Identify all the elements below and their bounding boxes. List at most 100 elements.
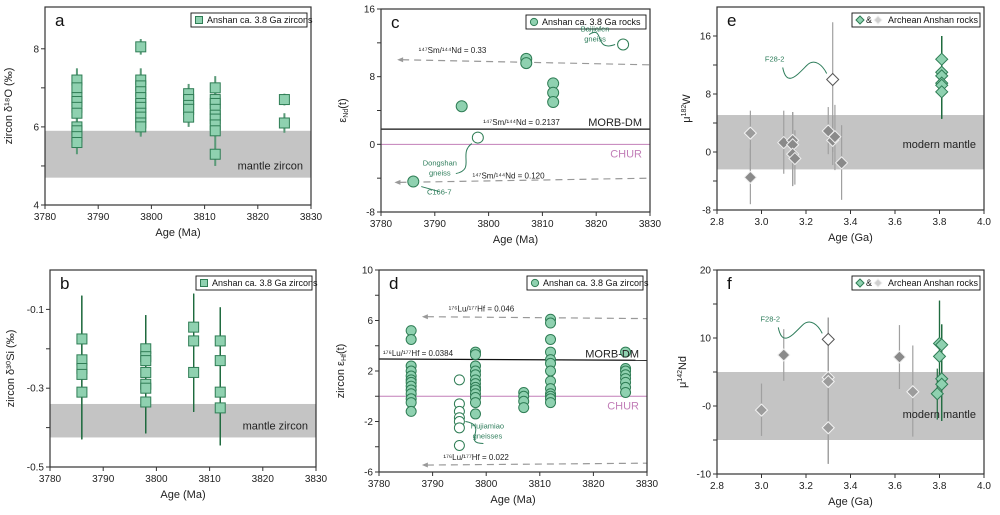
ratio-label: ¹⁷⁶Lu/¹⁷⁷Hf = 0.046 — [449, 305, 515, 314]
data-point-square — [214, 402, 226, 414]
ratio-label: ¹⁴⁷Sm/¹⁴⁴Nd = 0.33 — [419, 46, 487, 55]
data-point-square — [214, 355, 226, 367]
annotation-label: C166-7 — [427, 188, 452, 197]
annotation-arrow — [465, 421, 484, 444]
y-tick-label: 0 — [369, 140, 375, 151]
legend-box — [851, 275, 981, 291]
x-tick-label: 3800 — [475, 479, 498, 490]
y-tick-label: 2 — [367, 367, 373, 378]
y-tick-label: 16 — [700, 32, 712, 43]
mantle-band — [717, 115, 984, 170]
legend-label: Archean Anshan rocks — [888, 278, 979, 288]
data-point-circle — [469, 408, 481, 420]
x-tick-label: 3830 — [639, 219, 662, 230]
panel-b: 3780 3790 3800 3810 3820 3830 -0.5 -0.3 -0.1 Age … — [5, 269, 328, 501]
y-axis-label: zircon δ¹⁸O (‰) — [3, 68, 15, 145]
data-point-circle — [545, 397, 557, 409]
data-point-diamond — [935, 338, 949, 352]
data-point-diamond — [892, 350, 907, 364]
x-tick-label: 3790 — [421, 479, 444, 490]
y-tick-label: -2 — [364, 417, 373, 428]
band-label: modern mantle — [903, 409, 976, 421]
plot-area-a — [45, 39, 311, 178]
x-axis-label: Age (Ma) — [155, 227, 200, 239]
legend-circle-icon — [530, 278, 540, 288]
y-tick-label: -0 — [702, 402, 711, 413]
annotation-label: F28-2 — [760, 314, 780, 323]
ref-line-morb-dm — [379, 358, 647, 361]
y-tick-label: 4 — [33, 201, 39, 212]
x-tick-label: 3810 — [193, 212, 216, 223]
x-tick-label: 3800 — [477, 219, 500, 230]
y-tick-label: 8 — [369, 72, 375, 83]
data-point-square — [209, 125, 221, 137]
x-tick-label: 3.8 — [933, 481, 947, 492]
data-point-square — [209, 82, 221, 94]
x-tick-label: 3.2 — [799, 217, 813, 228]
mantle-band — [45, 130, 311, 178]
y-axis-label: μ182W — [681, 94, 693, 123]
panel-label: e — [727, 11, 736, 30]
x-tick-label: 3780 — [34, 212, 57, 223]
arrow-head-icon — [397, 57, 404, 63]
axes-frame — [380, 8, 651, 213]
legend-square-icon — [195, 16, 203, 24]
axes-frame — [716, 6, 985, 211]
data-point-circle — [545, 317, 557, 329]
evolution-line — [399, 177, 650, 183]
panel-label: b — [60, 274, 69, 293]
x-tick-label: 4.0 — [977, 481, 991, 492]
legend-green-diamond-icon — [855, 15, 865, 25]
x-tick-label: 3.6 — [888, 217, 902, 228]
data-point-open-circle — [453, 439, 465, 451]
x-tick-label: 3.4 — [844, 217, 858, 228]
data-point-square — [71, 137, 83, 149]
x-tick-label: 4.0 — [977, 217, 991, 228]
x-tick-label: 3780 — [39, 474, 62, 485]
legend: & Archean Anshan rocks — [851, 12, 981, 28]
data-point-square — [183, 111, 195, 123]
band-label: mantle zircon — [243, 420, 308, 432]
chur-label: CHUR — [610, 148, 642, 160]
y-tick-label: 6 — [33, 122, 39, 133]
panel-label: d — [389, 274, 398, 293]
panel-label: c — [391, 13, 400, 32]
legend-box — [525, 14, 647, 30]
x-tick-label: 3830 — [305, 474, 328, 485]
y-axis-label: zircon εHf(t) — [335, 344, 348, 399]
legend-ampersand: & — [866, 278, 872, 288]
legend-gray-diamond-icon — [873, 15, 883, 25]
data-point-open-circle — [453, 374, 465, 386]
plot-area-c — [381, 38, 650, 188]
arrow-head-icon — [421, 314, 428, 320]
data-point-diamond — [932, 349, 947, 364]
panel-a: 3780 3790 3800 3810 3820 3830 4 6 8 Age (Ma) zirco… — [3, 6, 323, 239]
data-point-circle — [455, 100, 468, 113]
x-tick-label: 3790 — [87, 212, 110, 223]
y-tick-label: -10 — [697, 470, 712, 481]
y-tick-label: 6 — [367, 316, 373, 327]
data-point-diamond — [788, 151, 802, 166]
evolution-line — [426, 462, 647, 466]
x-axis-label: Age (Ma) — [493, 234, 538, 246]
band-label: mantle zircon — [238, 161, 303, 173]
data-point-square — [135, 121, 147, 133]
x-tick-label: 3.2 — [799, 481, 813, 492]
y-tick-label: 0 — [705, 148, 711, 159]
x-tick-label: 3800 — [145, 474, 168, 485]
x-tick-label: 3800 — [140, 212, 163, 223]
data-point-diamond — [935, 52, 949, 66]
x-tick-label: 3.4 — [844, 481, 858, 492]
data-point-square — [140, 355, 152, 367]
data-point-circle — [620, 346, 632, 358]
panel-label: a — [55, 11, 65, 30]
data-point-open-circle — [617, 38, 630, 51]
x-tick-label: 3.0 — [755, 481, 769, 492]
ratio-label: ¹⁷⁶Lu/¹⁷⁷Hf = 0.022 — [443, 453, 509, 462]
x-tick-label: 3830 — [636, 479, 659, 490]
x-tick-label: 3.8 — [933, 217, 947, 228]
legend-box — [851, 12, 981, 28]
data-point-diamond — [935, 85, 949, 99]
data-point-square — [71, 82, 83, 94]
